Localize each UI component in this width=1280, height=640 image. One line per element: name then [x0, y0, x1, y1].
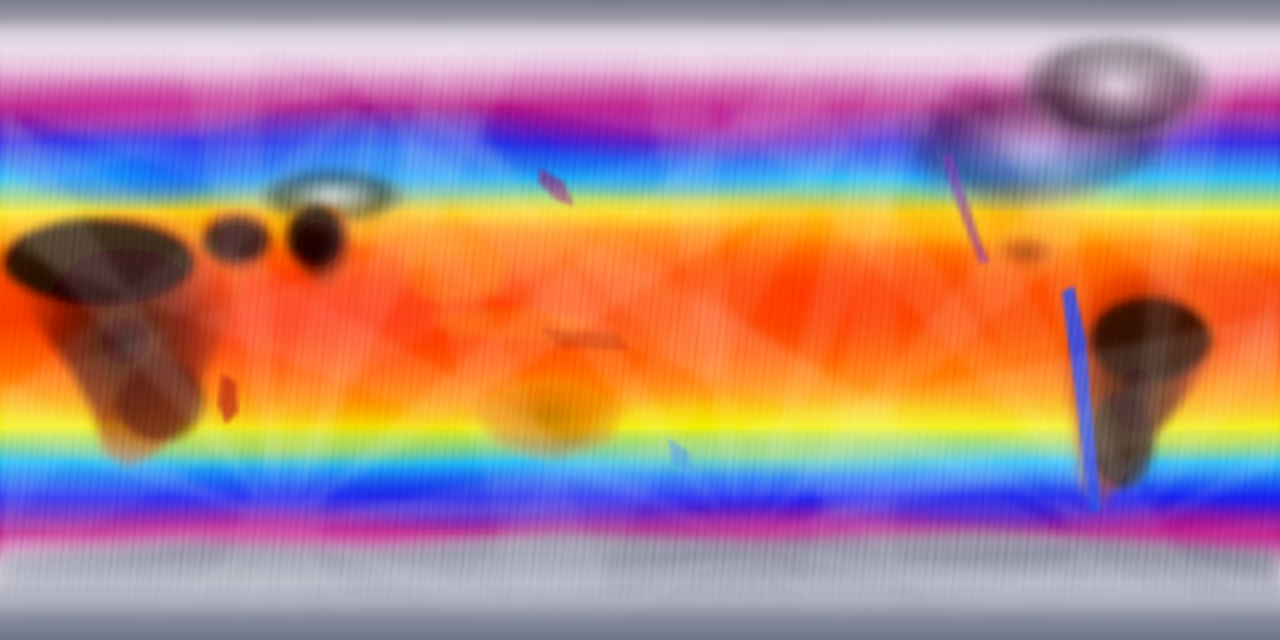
global-temperature-map: [0, 0, 1280, 640]
edge-vignette: [0, 0, 1280, 640]
polar-ice-cap-overlay: [0, 0, 1280, 640]
